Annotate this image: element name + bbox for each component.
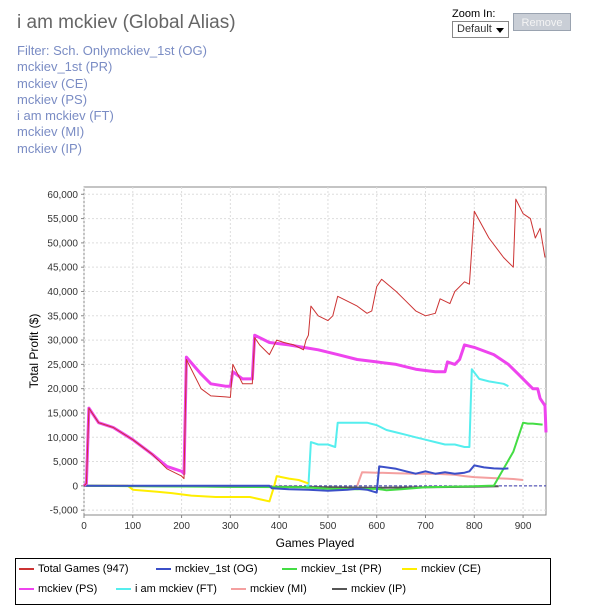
filter-list: Filter: Sch. Onlymckiev_1st (OG) mckiev_… — [17, 43, 207, 157]
series-line-1 — [84, 464, 509, 494]
legend-label: mckiev (PS) — [38, 583, 98, 595]
y-tick-label: 30,000 — [47, 336, 78, 347]
legend-swatch — [332, 588, 347, 591]
x-tick-label: 700 — [417, 521, 434, 532]
legend-label: Total Games (947) — [38, 563, 129, 575]
filter-item[interactable]: mckiev_1st (PR) — [17, 59, 113, 75]
y-tick-label: 15,000 — [47, 408, 78, 419]
y-tick-label: 60,000 — [47, 190, 78, 201]
filter-item[interactable]: i am mckiev (FT) — [17, 108, 114, 124]
legend-item: i am mckiev (FT) — [116, 583, 217, 595]
y-tick-label: 45,000 — [47, 263, 78, 274]
legend-item: mckiev (CE) — [402, 563, 481, 575]
legend-swatch — [116, 588, 131, 591]
zoom-select[interactable]: Default — [452, 21, 509, 38]
legend-item: Total Games (947) — [19, 563, 128, 575]
filter-item[interactable]: mckiev (MI) — [17, 124, 85, 140]
legend-label: i am mckiev (FT) — [135, 583, 217, 595]
legend-item: mckiev_1st (OG) — [156, 563, 258, 575]
x-tick-label: 400 — [271, 521, 288, 532]
legend-swatch — [19, 568, 34, 571]
series-line-5 — [306, 368, 509, 487]
y-tick-label: 35,000 — [47, 311, 78, 322]
x-tick-label: 900 — [515, 521, 532, 532]
zoom-label: Zoom In: — [452, 8, 496, 20]
y-tick-label: 50,000 — [47, 238, 78, 249]
y-tick-label: 40,000 — [47, 287, 78, 298]
y-axis-label: Total Profit ($) — [27, 314, 41, 389]
x-axis-label: Games Played — [276, 536, 355, 550]
page-title: i am mckiev (Global Alias) — [17, 12, 236, 33]
legend-label: mckiev (MI) — [250, 583, 307, 595]
legend-label: mckiev (IP) — [351, 583, 406, 595]
y-tick-label: 25,000 — [47, 360, 78, 371]
profit-chart: 0 100 200 300 400 500 600 700 800 900-5,00005,000… — [27, 186, 548, 550]
legend-swatch — [282, 568, 297, 571]
chevron-down-icon — [496, 28, 504, 33]
y-tick-label: -5,000 — [50, 506, 79, 517]
legend-item: mckiev (PS) — [19, 583, 97, 595]
remove-button[interactable]: Remove — [513, 13, 571, 31]
x-tick-label: 500 — [320, 521, 337, 532]
x-tick-label: 600 — [368, 521, 385, 532]
legend-item: mckiev (IP) — [332, 583, 406, 595]
y-tick-label: 0 — [72, 481, 78, 492]
y-tick-label: 5,000 — [53, 457, 78, 468]
x-tick-label: 300 — [222, 521, 239, 532]
filter-item[interactable]: Filter: Sch. Onlymckiev_1st (OG) — [17, 43, 207, 58]
x-tick-label: 800 — [466, 521, 483, 532]
y-tick-label: 55,000 — [47, 214, 78, 225]
y-tick-label: 10,000 — [47, 433, 78, 444]
chart-legend: Total Games (947) mckiev_1st (OG) mckiev_1… — [15, 558, 551, 605]
legend-label: mckiev_1st (PR) — [301, 563, 382, 575]
legend-item: mckiev (MI) — [231, 583, 307, 595]
zoom-select-value: Default — [457, 23, 492, 35]
x-tick-label: 0 — [81, 521, 87, 532]
series-line-6 — [356, 471, 524, 487]
x-tick-label: 200 — [173, 521, 190, 532]
legend-item: mckiev_1st (PR) — [282, 563, 382, 575]
series-line-4 — [82, 333, 548, 487]
legend-label: mckiev (CE) — [421, 563, 481, 575]
legend-swatch — [19, 588, 34, 591]
legend-swatch — [402, 568, 417, 571]
series-line-3 — [84, 475, 309, 503]
filter-item[interactable]: mckiev (CE) — [17, 75, 88, 91]
legend-label: mckiev_1st (OG) — [175, 563, 258, 575]
series-line-0 — [83, 198, 546, 487]
y-tick-label: 20,000 — [47, 384, 78, 395]
filter-item[interactable]: mckiev (IP) — [17, 140, 82, 156]
legend-swatch — [231, 588, 246, 591]
filter-item[interactable]: mckiev (PS) — [17, 91, 88, 107]
legend-swatch — [156, 568, 171, 571]
x-tick-label: 100 — [124, 521, 141, 532]
